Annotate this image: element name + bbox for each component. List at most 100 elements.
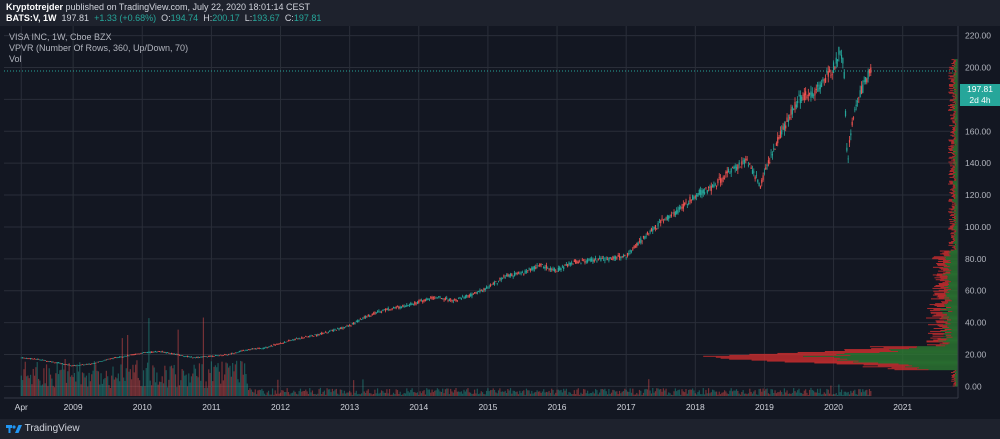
candle-body: [454, 299, 456, 300]
volume-bar: [68, 362, 70, 396]
candle-body: [382, 309, 384, 312]
volume-profile-up: [940, 344, 958, 346]
candle-body: [55, 362, 57, 364]
volume-bar: [170, 365, 173, 396]
candle-body: [658, 221, 661, 223]
candle-body: [375, 312, 377, 314]
symbol-label[interactable]: BATS:V, 1W: [6, 13, 57, 23]
candle-body: [638, 240, 641, 242]
volume-profile-up: [952, 218, 958, 220]
volume-profile-down: [953, 172, 956, 174]
volume-bar: [55, 373, 57, 396]
volume-bar: [500, 391, 502, 396]
volume-profile-down: [952, 129, 956, 130]
volume-bar: [95, 364, 97, 396]
volume-bar: [59, 370, 61, 396]
candle-body: [226, 354, 228, 356]
volume-profile-down: [952, 223, 956, 225]
tradingview-logo[interactable]: TradingView: [6, 423, 80, 434]
volume-bar: [302, 390, 304, 396]
volume-profile-up: [956, 97, 958, 99]
volume-profile-down: [869, 346, 918, 348]
volume-profile-down: [945, 323, 951, 325]
price-tick-label: 40.00: [965, 318, 987, 328]
volume-bar: [322, 391, 324, 396]
chart-title[interactable]: VISA INC, 1W, Cboe BZX: [9, 32, 112, 42]
volume-profile-up: [954, 95, 958, 97]
candle-body: [144, 352, 146, 353]
candle-body: [132, 354, 134, 356]
volume-bar: [507, 388, 509, 396]
candle-body: [660, 220, 662, 224]
candle-body: [614, 256, 617, 260]
price-chart[interactable]: 220.00200.00180.00160.00140.00120.00100.…: [0, 26, 1000, 419]
candle-body: [634, 246, 637, 247]
candle-body: [749, 163, 751, 165]
volume-bar: [125, 368, 127, 396]
volume-bar: [729, 390, 731, 396]
volume-profile-up: [952, 89, 958, 91]
volume-bar: [181, 369, 183, 396]
volume-profile-up: [953, 215, 958, 217]
candle-body: [357, 320, 359, 323]
candle-body: [674, 211, 676, 215]
volume-profile-down: [862, 366, 906, 368]
volume-profile-down: [951, 240, 955, 242]
volume-profile-up: [945, 257, 958, 259]
candle-body: [23, 357, 25, 359]
volume-bar: [745, 393, 747, 396]
volume-profile-up: [839, 357, 958, 359]
volume-bar: [282, 390, 284, 396]
volume-bar: [854, 389, 856, 396]
volume-profile-up: [952, 150, 958, 152]
candle-body: [706, 190, 708, 193]
volume-bar: [79, 362, 81, 396]
candle-body: [459, 297, 461, 299]
volume-profile-down: [949, 180, 953, 182]
volume-profile-down: [932, 257, 946, 259]
volume-profile-down: [953, 112, 956, 114]
candle-body: [509, 273, 512, 277]
volume-bar: [495, 392, 497, 396]
volume-bar: [439, 391, 441, 396]
candle-body: [148, 351, 150, 353]
volume-bar: [693, 390, 695, 396]
candle-body: [723, 178, 726, 180]
volume-bar: [87, 386, 89, 396]
candle-body: [787, 119, 789, 122]
volume-profile-up: [951, 72, 958, 74]
volume-profile-up: [952, 163, 958, 165]
candle-body: [458, 297, 460, 299]
indicator-volume[interactable]: Vol: [9, 54, 22, 64]
volume-profile-down: [949, 149, 953, 151]
candle-body: [135, 354, 137, 355]
candle-body: [403, 305, 405, 307]
volume-profile-up: [952, 244, 958, 246]
volume-bar: [177, 329, 179, 396]
volume-bar: [556, 389, 558, 396]
volume-bar: [192, 373, 194, 396]
volume-profile-down: [954, 136, 956, 138]
volume-bar: [572, 394, 574, 396]
candle-body: [318, 334, 320, 336]
volume-profile-up: [952, 174, 958, 175]
volume-bar: [391, 394, 393, 396]
indicator-vpvr[interactable]: VPVR (Number Of Rows, 360, Up/Down, 70): [9, 43, 189, 53]
volume-bar: [694, 393, 696, 396]
volume-profile-up: [954, 240, 958, 242]
author-name[interactable]: Kryptotrejder: [6, 2, 64, 12]
volume-bar: [795, 392, 797, 396]
volume-profile-down: [932, 294, 946, 296]
candle-body: [464, 295, 466, 299]
volume-bar: [739, 394, 742, 396]
candle-body: [137, 353, 139, 355]
volume-bar: [241, 361, 243, 396]
volume-profile-down: [952, 239, 955, 241]
volume-profile-up: [953, 134, 958, 136]
volume-profile-down: [951, 64, 955, 66]
volume-profile-up: [955, 129, 958, 130]
candle-body: [684, 202, 686, 206]
candle-body: [519, 273, 521, 275]
candle-body: [263, 347, 266, 349]
candle-body: [705, 187, 707, 189]
